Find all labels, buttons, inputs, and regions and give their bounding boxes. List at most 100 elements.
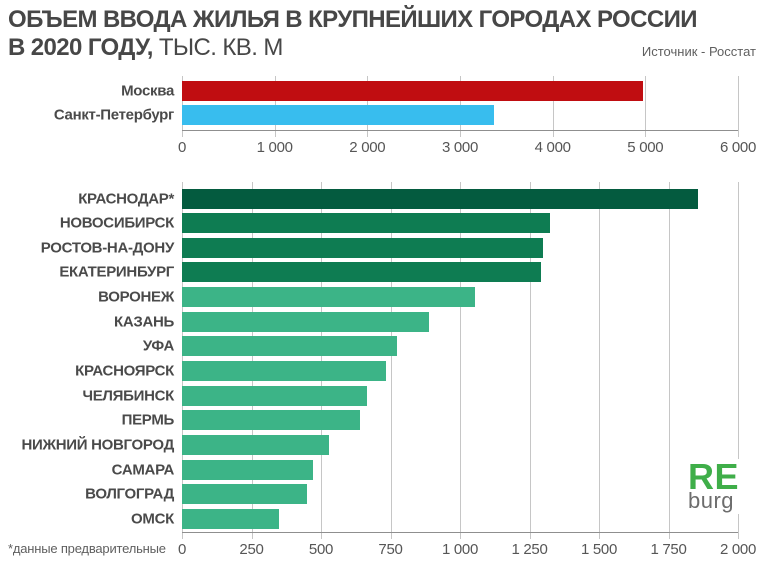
- x-axis-labels: 0 1 000 2 000 3 000 4 000 5 000 6 000: [178, 139, 756, 157]
- x-axis-line: [182, 130, 738, 132]
- tick-mark: [738, 131, 739, 138]
- x-tick-label: 500: [308, 541, 334, 559]
- tick-mark: [529, 533, 531, 540]
- tick-marks-container: [182, 131, 739, 138]
- chart-row: ВОЛГОГРАД: [85, 482, 738, 507]
- bar: [182, 484, 308, 505]
- tick-mark: [645, 131, 647, 138]
- chart-row: Санкт-Петербург: [54, 103, 738, 127]
- chart-row: ПЕРМЬ: [122, 408, 738, 433]
- x-tick-label: 1 500: [580, 541, 618, 559]
- cities-bar-chart: КРАСНОДАР* НОВОСИБИРСК РОСТОВ-НА-ДОНУ ЕКАТЕ…: [21, 182, 756, 559]
- gridline: [738, 182, 739, 534]
- chart-row: САМАРА: [112, 457, 738, 482]
- bar: [182, 311, 430, 332]
- x-tick-label: 1 000: [256, 139, 293, 157]
- chart-row: КРАСНОДАР*: [78, 186, 738, 211]
- chart-row: ЕКАТЕРИНБУРГ: [59, 260, 738, 285]
- tick-mark: [599, 533, 600, 540]
- bar: [182, 336, 398, 357]
- category-label: ЧЕЛЯБИНСК: [82, 387, 174, 405]
- footnote: *данные предварительные: [8, 541, 166, 556]
- gridline: [321, 182, 322, 534]
- bar: [182, 213, 551, 234]
- gridline: [460, 76, 461, 132]
- category-label: ВОРОНЕЖ: [98, 288, 174, 306]
- gridline: [738, 76, 739, 132]
- category-label: НОВОСИБИРСК: [59, 214, 174, 232]
- category-label: КРАСНОЯРСК: [75, 362, 174, 380]
- chart-row: УФА: [143, 334, 738, 359]
- category-label: КРАСНОДАР*: [78, 190, 174, 207]
- tick-mark: [738, 533, 739, 540]
- bar: [182, 81, 644, 102]
- x-tick-label: 0: [177, 139, 187, 157]
- page-title-line2-units: ТЫС. КВ. М: [152, 33, 284, 61]
- category-label: ВОЛГОГРАД: [85, 485, 174, 503]
- bars-container: Москва Санкт-Петербург: [54, 76, 738, 127]
- category-label: Москва: [121, 82, 174, 100]
- tick-mark: [251, 533, 253, 540]
- tick-mark: [460, 533, 461, 540]
- category-label: ПЕРМЬ: [121, 411, 175, 429]
- gridlines-container: [182, 76, 739, 132]
- tick-mark: [460, 131, 461, 138]
- tick-mark: [367, 131, 369, 138]
- chart-row: РОСТОВ-НА-ДОНУ: [41, 235, 738, 260]
- category-label: ОМСК: [131, 510, 174, 528]
- gridline: [251, 182, 253, 534]
- gridlines-container: [182, 182, 739, 534]
- bar: [182, 262, 541, 283]
- bar: [182, 287, 476, 308]
- moscow-spb-bar-chart: Москва Санкт-Петербург 0 1 000 2 000 3 000 4 …: [54, 76, 756, 157]
- category-label: Санкт-Петербург: [53, 106, 174, 124]
- bar: [182, 360, 387, 381]
- category-label: САМАРА: [111, 461, 175, 479]
- source-label: Источник - Росстат: [641, 44, 756, 59]
- bar: [182, 237, 544, 258]
- logo-burg-text: burg: [688, 488, 735, 513]
- bar: [182, 459, 313, 480]
- bar: [182, 385, 367, 406]
- chart-row: ВОРОНЕЖ: [98, 285, 738, 310]
- bar: [182, 508, 280, 529]
- gridline: [460, 182, 461, 534]
- category-label: РОСТОВ-НА-ДОНУ: [40, 239, 175, 257]
- chart-row: ОМСК: [131, 507, 738, 532]
- page-title-line2: В 2020 ГОДУ, ТЫС. КВ. М: [8, 34, 760, 62]
- chart-row: НОВОСИБИРСК: [60, 211, 738, 236]
- tick-mark: [668, 533, 670, 540]
- page-title-line1: ОБЪЕМ ВВОДА ЖИЛЬЯ В КРУПНЕЙШИХ ГОРОДАХ Р…: [8, 6, 697, 33]
- tick-mark: [182, 533, 183, 540]
- x-tick-label: 0: [177, 541, 187, 559]
- x-tick-label: 1 250: [511, 541, 548, 559]
- tick-mark: [552, 131, 554, 138]
- gridline: [668, 182, 670, 534]
- x-tick-label: 1 000: [441, 541, 479, 559]
- chart-row: КАЗАНЬ: [114, 309, 738, 334]
- x-tick-label: 5 000: [627, 139, 664, 157]
- page-title-line2-bold: В 2020 ГОДУ,: [8, 33, 153, 61]
- bar: [182, 188, 698, 209]
- gridline: [274, 76, 276, 132]
- x-tick-label: 6 000: [719, 139, 757, 157]
- plot-area: Москва Санкт-Петербург: [54, 76, 739, 138]
- gridline: [599, 182, 600, 534]
- x-tick-label: 250: [239, 541, 264, 559]
- gridline: [529, 182, 531, 534]
- bar: [182, 434, 330, 455]
- logo-re-text: RE: [688, 456, 740, 497]
- tick-mark: [182, 131, 183, 138]
- gridline: [552, 76, 554, 132]
- bars-container: КРАСНОДАР* НОВОСИБИРСК РОСТОВ-НА-ДОНУ ЕКАТЕ…: [21, 182, 738, 532]
- plot-area: КРАСНОДАР* НОВОСИБИРСК РОСТОВ-НА-ДОНУ ЕКАТЕ…: [21, 182, 739, 540]
- tick-marks-container: [182, 533, 739, 540]
- tick-mark: [390, 533, 392, 540]
- bar: [182, 410, 360, 431]
- x-tick-label: 3 000: [441, 139, 479, 157]
- x-tick-label: 2 000: [349, 139, 386, 157]
- gridline: [182, 182, 183, 534]
- chart-row: КРАСНОЯРСК: [75, 359, 738, 384]
- category-label: КАЗАНЬ: [113, 313, 174, 331]
